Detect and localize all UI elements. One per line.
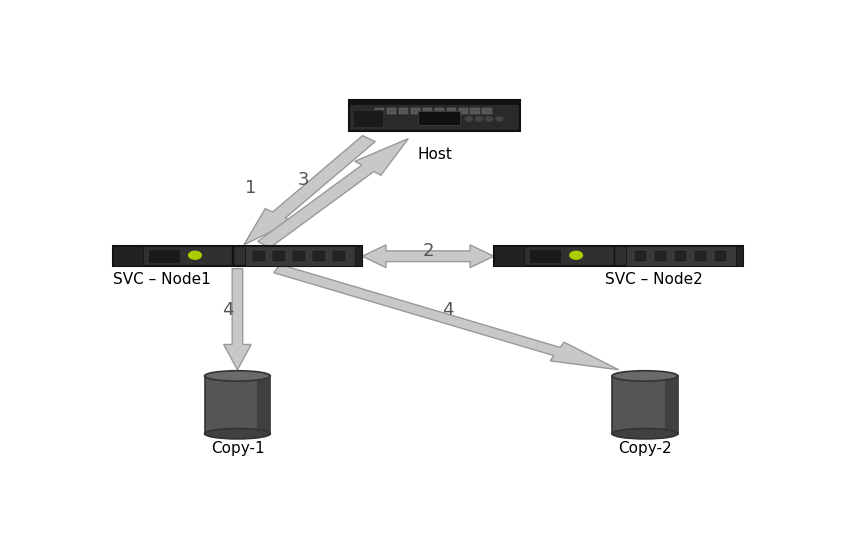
FancyBboxPatch shape (113, 247, 142, 266)
Text: 4: 4 (222, 301, 233, 319)
FancyBboxPatch shape (332, 250, 346, 262)
FancyBboxPatch shape (354, 247, 362, 266)
FancyBboxPatch shape (528, 249, 561, 263)
FancyBboxPatch shape (633, 250, 647, 262)
Text: 2: 2 (422, 242, 434, 260)
Circle shape (466, 117, 472, 121)
Polygon shape (244, 136, 375, 244)
FancyBboxPatch shape (204, 376, 271, 434)
FancyBboxPatch shape (736, 247, 744, 266)
FancyBboxPatch shape (349, 100, 520, 131)
FancyBboxPatch shape (614, 247, 615, 266)
Circle shape (486, 117, 493, 121)
Text: 3: 3 (298, 171, 309, 189)
FancyBboxPatch shape (459, 108, 468, 114)
FancyBboxPatch shape (447, 108, 456, 114)
Text: SVC – Node2: SVC – Node2 (605, 272, 703, 287)
FancyBboxPatch shape (417, 111, 460, 125)
Text: SVC – Node1: SVC – Node1 (113, 272, 210, 287)
FancyBboxPatch shape (272, 250, 286, 262)
FancyBboxPatch shape (673, 250, 687, 262)
FancyBboxPatch shape (312, 250, 326, 262)
Ellipse shape (612, 428, 678, 439)
Ellipse shape (204, 428, 271, 439)
FancyBboxPatch shape (494, 247, 744, 266)
Circle shape (570, 251, 583, 259)
Text: 4: 4 (442, 301, 454, 319)
FancyBboxPatch shape (253, 250, 266, 262)
Circle shape (476, 117, 483, 121)
FancyBboxPatch shape (353, 110, 383, 126)
FancyBboxPatch shape (483, 108, 492, 114)
Text: Copy-2: Copy-2 (618, 441, 672, 456)
FancyBboxPatch shape (612, 376, 678, 434)
FancyBboxPatch shape (626, 247, 741, 266)
FancyBboxPatch shape (113, 247, 362, 266)
FancyBboxPatch shape (410, 108, 421, 114)
Text: Copy-1: Copy-1 (210, 441, 265, 456)
FancyBboxPatch shape (471, 108, 480, 114)
FancyBboxPatch shape (494, 247, 524, 266)
FancyBboxPatch shape (387, 108, 396, 114)
FancyBboxPatch shape (399, 108, 408, 114)
FancyBboxPatch shape (375, 108, 384, 114)
FancyBboxPatch shape (293, 250, 306, 262)
FancyBboxPatch shape (257, 376, 271, 434)
Ellipse shape (612, 371, 678, 381)
Circle shape (188, 251, 201, 259)
FancyBboxPatch shape (434, 108, 444, 114)
Circle shape (496, 117, 503, 121)
FancyBboxPatch shape (245, 247, 360, 266)
FancyBboxPatch shape (654, 250, 667, 262)
FancyBboxPatch shape (694, 250, 707, 262)
Polygon shape (362, 245, 494, 267)
Polygon shape (258, 139, 409, 248)
FancyBboxPatch shape (422, 108, 432, 114)
FancyBboxPatch shape (148, 249, 180, 263)
FancyBboxPatch shape (349, 100, 520, 104)
FancyBboxPatch shape (713, 250, 728, 262)
Text: 1: 1 (245, 179, 256, 197)
FancyBboxPatch shape (232, 247, 234, 266)
FancyBboxPatch shape (665, 376, 678, 434)
Polygon shape (274, 264, 618, 370)
Text: Host: Host (417, 147, 452, 162)
Polygon shape (224, 269, 251, 370)
Ellipse shape (204, 371, 271, 381)
